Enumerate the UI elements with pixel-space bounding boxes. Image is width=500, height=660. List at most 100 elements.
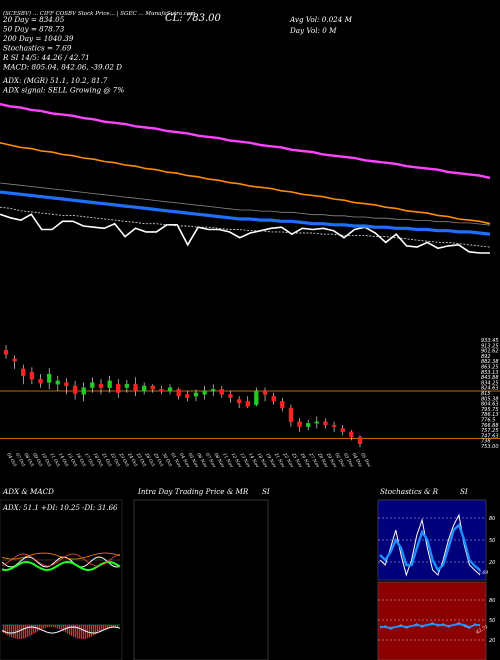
adx-line <box>1 556 121 568</box>
candle-body <box>150 385 155 390</box>
price-tick-label: 901.62 <box>481 349 499 355</box>
macd-hist-bar <box>53 625 55 628</box>
intraday-panel-title: Intra Day Trading Price & MR <box>137 487 249 496</box>
macd-line <box>1 552 121 560</box>
macd-hist-bar <box>117 625 119 628</box>
adx-macd-lines <box>1 552 121 639</box>
macd-hist-bar <box>27 625 29 638</box>
price-tick-label: 753.00 <box>481 444 499 450</box>
candle-body <box>38 378 43 384</box>
candle-body <box>202 390 207 395</box>
macd-hist-bar <box>71 625 73 636</box>
macd-hist-bar <box>33 625 35 634</box>
candle-body <box>228 394 233 398</box>
intraday-si-label: SI <box>262 487 270 496</box>
candle-body <box>159 389 164 392</box>
candle-body <box>133 384 138 392</box>
candle-body <box>331 424 337 427</box>
macd-hist-bar <box>13 625 15 639</box>
candle-body <box>47 373 52 383</box>
macd-hist-bar <box>55 625 57 628</box>
date-tick-label: 04 Oct <box>5 453 17 469</box>
macd-hist-bar <box>19 625 21 639</box>
price-tick-label: 795.75 <box>481 407 499 413</box>
stoch-d-line <box>379 522 481 572</box>
candle-body <box>176 389 181 397</box>
candle-body <box>271 395 276 402</box>
macd-hist-bar <box>7 625 9 636</box>
price-tick-label: 863.25 <box>481 365 499 371</box>
rsi-signal-line <box>380 622 480 630</box>
candle-body <box>29 372 35 380</box>
macd-hist-bar <box>85 625 87 639</box>
stochastics-si-label: SI <box>460 487 468 496</box>
price-tick-label: 892 <box>481 354 491 360</box>
price-tick-label: 776.5 <box>481 418 495 424</box>
macd-hist-bar <box>39 625 41 631</box>
candle-body <box>124 384 130 388</box>
date-tick-label: 08 Oct <box>23 453 35 469</box>
candle-body <box>72 385 78 394</box>
rsi-panel <box>377 581 487 660</box>
macd-hist-bar <box>67 625 69 634</box>
candle-body <box>64 382 69 387</box>
indicator-text: 200 Day = 1040.39 <box>2 34 74 43</box>
macd-hist-bar <box>105 625 107 629</box>
macd-hist-bar <box>99 625 101 632</box>
date-tick-label: 18 Oct <box>92 453 104 469</box>
macd-hist-bar <box>95 625 97 635</box>
stoch-tick-label: 80 <box>489 516 495 522</box>
candle-body <box>314 421 319 424</box>
macd-hist-bar <box>35 625 37 633</box>
price-tick-label: 913.25 <box>481 343 499 349</box>
moving-averages-chart <box>0 102 491 254</box>
candle-body <box>167 387 173 392</box>
macd-hist-bar <box>49 625 51 628</box>
candle-body <box>349 431 354 438</box>
candle-body <box>323 421 328 426</box>
date-tick-label: 10 Oct <box>40 453 52 469</box>
day-vol-label: Day Vol: 0 M <box>289 26 337 35</box>
macd-hist-bar <box>11 625 13 638</box>
stoch-value-label: 7.69 <box>478 570 488 576</box>
macd-hist-bar <box>101 625 103 631</box>
indicator-text: 50 Day = 878.73 <box>3 25 65 34</box>
price-tick-label: 804.63 <box>481 402 499 408</box>
rsi-tick-label: 20 <box>489 638 495 644</box>
minus-di-line <box>1 553 121 567</box>
adx-legend: ADX: 51.1 +DI: 10.25 -DI: 31.66 <box>2 504 118 512</box>
candle-body <box>280 401 285 409</box>
date-tick-label: 07 Oct <box>14 453 26 469</box>
avg-vol-label: Avg Vol: 0.024 M <box>289 15 353 24</box>
macd-hist-bar <box>75 625 77 638</box>
macd-hist-bar <box>97 625 99 634</box>
macd-signal-line <box>1 626 121 634</box>
date-tick-label: 30 Oct <box>161 453 173 469</box>
macd-hist-bar <box>77 625 79 639</box>
candle-body <box>98 384 104 388</box>
candle-body <box>245 401 250 407</box>
date-tick-label: 09 Oct <box>31 453 43 469</box>
ma-line-200-day <box>0 102 491 180</box>
macd-hist-bar <box>109 625 111 628</box>
price-tick-label: 766.88 <box>481 423 499 429</box>
date-tick-label: 16 Oct <box>74 453 86 469</box>
macd-hist-bar <box>69 625 71 635</box>
candle-body <box>340 428 345 432</box>
price-tick-label: 843.88 <box>481 375 499 381</box>
macd-hist-bar <box>43 625 45 629</box>
adx-panel-title: ADX & MACD <box>2 487 54 496</box>
candle-body <box>90 382 95 388</box>
price-tick-label: 834.25 <box>481 380 499 386</box>
chart-title: (SCESBV) ... CIFF COSBV Stock Price... |… <box>3 10 196 17</box>
macd-hist-bar <box>113 625 115 628</box>
stoch-tick-label: 20 <box>489 560 495 566</box>
ma-line-20-day <box>0 206 491 248</box>
macd-hist-bar <box>61 625 63 631</box>
indicator-text: 20 Day = 834.05 <box>2 15 65 24</box>
price-tick-label: 815 <box>481 391 491 397</box>
macd-hist-bar <box>51 625 53 628</box>
price-tick-label: 786.13 <box>481 412 499 418</box>
